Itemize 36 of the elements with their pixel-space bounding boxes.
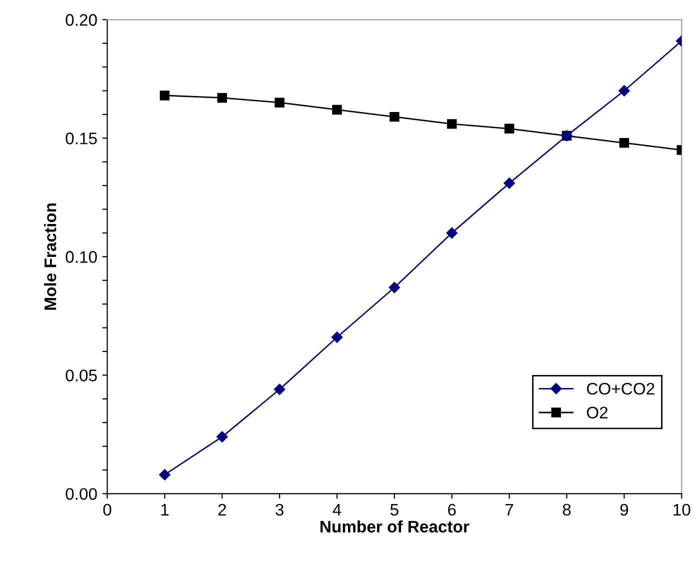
y-tick-label: 0.00 (66, 488, 97, 500)
y-axis-title: Mole Fraction (44, 204, 56, 310)
x-tick-label: 2 (218, 504, 226, 516)
point (618, 85, 630, 96)
y-tick-label: 0.10 (66, 251, 97, 263)
x-tick-label: 6 (448, 504, 456, 516)
x-tick-label: 4 (332, 504, 342, 516)
legend-label: CO+CO2 (586, 382, 654, 395)
x-tick-label: 1 (161, 504, 169, 516)
x-tick-label: 9 (620, 504, 628, 516)
x-tick-label: 7 (506, 504, 514, 516)
x-tick-label: 8 (562, 504, 571, 516)
y-tick-label: 0.20 (66, 14, 97, 26)
x-tick-label: 0 (103, 504, 112, 516)
point (388, 282, 400, 294)
point (274, 384, 286, 395)
point (217, 92, 227, 103)
y-tick-label: 0.15 (66, 132, 97, 144)
x-axis-title: Number of Reactor (320, 520, 470, 533)
y-tick-label: 0.05 (66, 370, 97, 382)
point (216, 431, 228, 442)
point (504, 124, 514, 134)
point (274, 98, 284, 108)
point (390, 112, 400, 122)
point (332, 104, 342, 115)
point (446, 227, 458, 239)
point (159, 469, 170, 480)
point (619, 138, 630, 148)
x-tick-label: 3 (276, 504, 284, 516)
point (160, 90, 170, 100)
x-tick-label: 10 (674, 504, 690, 516)
point (331, 332, 343, 343)
point (447, 119, 457, 129)
x-tick-label: 5 (390, 504, 398, 516)
legend-label: O2 (586, 406, 608, 418)
point (504, 178, 515, 189)
